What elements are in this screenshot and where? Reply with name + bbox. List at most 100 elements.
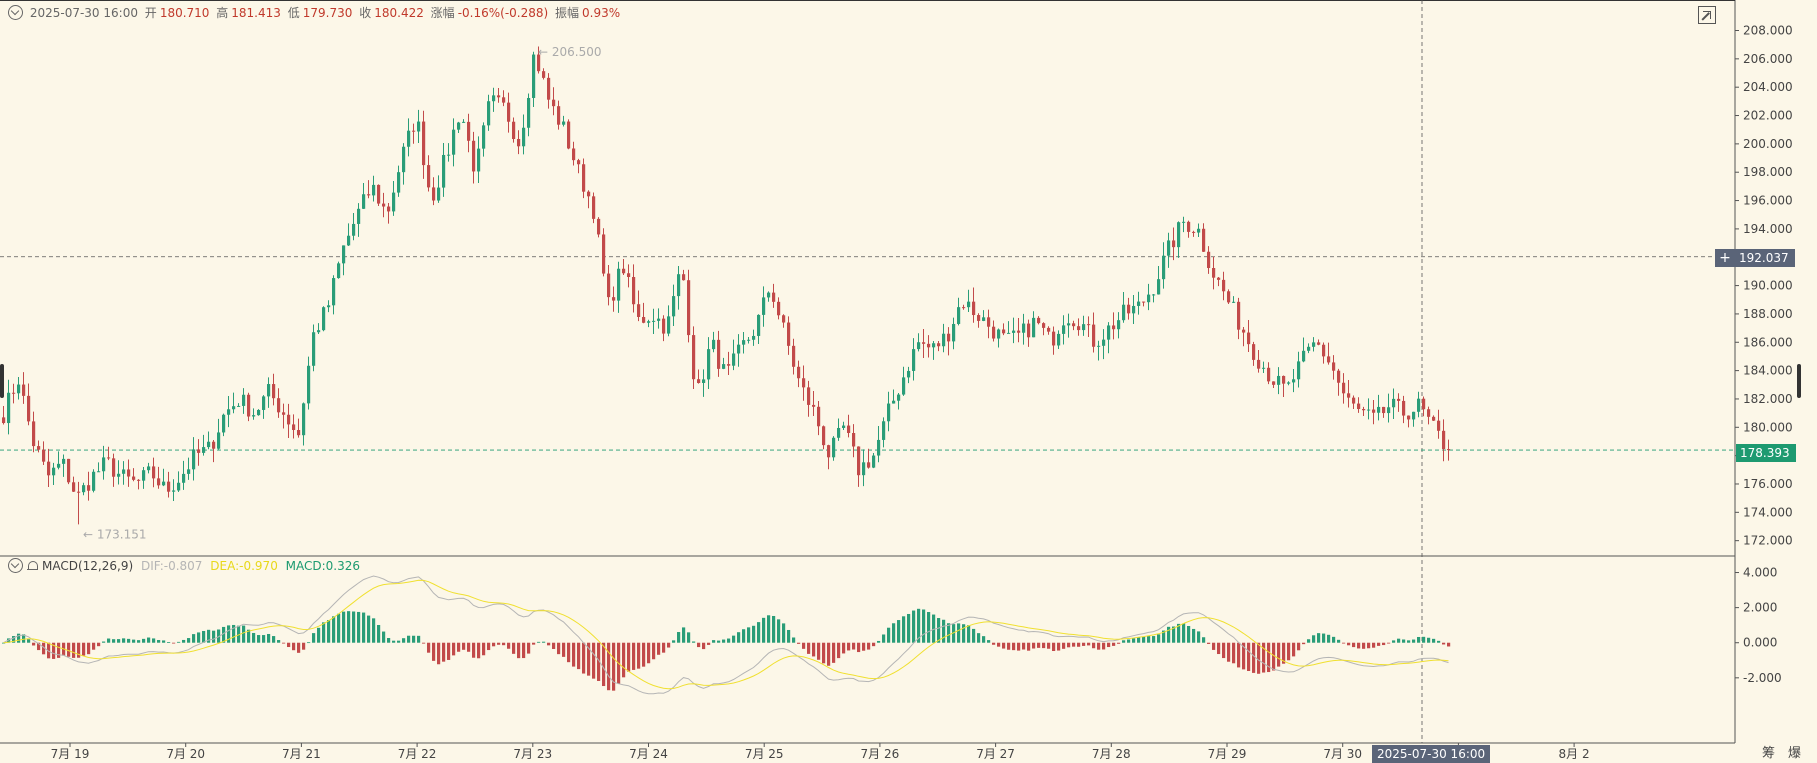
- candle-body: [1437, 420, 1441, 431]
- macd-histogram-bar: [192, 634, 196, 643]
- candle-body: [362, 194, 366, 209]
- candle-body: [942, 333, 946, 347]
- macd-panel: 4.000 2.000 0.000 -2.000: [2, 566, 1782, 695]
- macd-histogram-bar: [542, 641, 546, 643]
- macd-histogram-bar: [307, 642, 311, 644]
- candle-body: [1057, 333, 1061, 346]
- macd-histogram-bar: [397, 640, 401, 643]
- time-tick-label: 7月 19: [51, 747, 90, 761]
- last-price-value: 178.393: [1740, 446, 1790, 460]
- candle-body: [502, 97, 506, 103]
- candle-body: [977, 315, 981, 321]
- candle-body: [477, 148, 481, 172]
- candle-body: [62, 458, 66, 464]
- macd-histogram-bar: [1137, 637, 1141, 643]
- candle-body: [1002, 329, 1006, 334]
- panel-frame: [0, 0, 1736, 744]
- plus-icon[interactable]: +: [1719, 250, 1731, 266]
- candle-body: [907, 370, 911, 378]
- candle-body: [957, 307, 961, 324]
- candle-body: [922, 342, 926, 344]
- macd-histogram-bar: [622, 642, 626, 678]
- macd-histogram-bar: [597, 642, 601, 681]
- candle-body: [1432, 416, 1436, 421]
- candle-body: [1382, 406, 1386, 414]
- macd-histogram-bar: [1162, 630, 1166, 643]
- chevron-down-icon[interactable]: [8, 558, 23, 573]
- candle-body: [1077, 326, 1081, 331]
- macd-histogram-bar: [1112, 642, 1116, 646]
- macd-histogram-bar: [697, 642, 701, 648]
- macd-histogram-bar: [152, 638, 156, 643]
- candle-body: [937, 343, 941, 347]
- candle-body: [222, 414, 226, 433]
- left-edge-handle[interactable]: [0, 364, 4, 398]
- ohlc-info-bar: 2025-07-30 16:00 开 180.710 高 181.413 低 179.…: [8, 4, 623, 22]
- macd-histogram-bar: [357, 611, 361, 643]
- candle-body: [1162, 255, 1166, 280]
- candle-body: [532, 54, 536, 98]
- candle-body: [827, 445, 831, 458]
- macd-histogram-bar: [232, 624, 236, 643]
- macd-histogram-bar: [872, 642, 876, 647]
- macd-histogram-bar: [1202, 637, 1206, 643]
- macd-histogram-bar: [722, 639, 726, 643]
- time-axis: 7月 19 7月 20 7月 21 7月 22 7月 23 7月 24 7月 25 7月 26…: [51, 743, 1590, 761]
- candle-body: [727, 364, 731, 366]
- candle-body: [1352, 397, 1356, 404]
- candle-body: [232, 406, 236, 410]
- macd-histogram-bar: [237, 625, 241, 643]
- price-tick-label: 190.000: [1743, 279, 1793, 293]
- candle-body: [302, 403, 306, 436]
- crosshair: [0, 0, 1735, 743]
- macd-histogram-bar: [137, 640, 141, 643]
- macd-histogram-bar: [1387, 642, 1391, 644]
- macd-histogram-bar: [412, 635, 416, 643]
- candle-body: [662, 318, 666, 334]
- candle-body: [747, 339, 751, 341]
- candle-body: [1102, 339, 1106, 346]
- macd-histogram-bar: [572, 642, 576, 667]
- macd-histogram-bar: [747, 627, 751, 643]
- macd-histogram-bar: [1377, 642, 1381, 646]
- macd-histogram-bar: [222, 626, 226, 643]
- candle-body: [752, 335, 756, 340]
- candle-body: [37, 446, 41, 450]
- macd-histogram-bar: [757, 622, 761, 643]
- alert-bell-icon[interactable]: [27, 561, 38, 572]
- candle-body: [482, 125, 486, 149]
- high-value: 181.413: [231, 6, 281, 20]
- candle-body: [252, 415, 256, 417]
- macd-dif-line: [3, 575, 1449, 695]
- macd-histogram-bar: [472, 642, 476, 658]
- chevron-down-icon[interactable]: [8, 5, 23, 20]
- macd-histogram-bar: [1297, 642, 1301, 651]
- right-edge-handle[interactable]: [1797, 364, 1801, 398]
- macd-histogram-bar: [962, 624, 966, 643]
- candle-body: [187, 469, 191, 474]
- candle-body: [1297, 361, 1301, 380]
- candle-body: [902, 377, 906, 395]
- candle-body: [717, 339, 721, 369]
- candle-body: [437, 187, 441, 201]
- macd-histogram-bar: [607, 642, 611, 691]
- macd-histogram-bar: [1237, 642, 1241, 668]
- macd-histogram-bar: [1367, 642, 1371, 649]
- macd-histogram-bar: [142, 638, 146, 643]
- macd-histogram-bar: [317, 627, 321, 643]
- macd-histogram-bar: [1342, 642, 1346, 644]
- macd-histogram-bar: [352, 611, 356, 643]
- candle-body: [192, 449, 196, 470]
- chip-distribution-button[interactable]: 筹: [1762, 746, 1776, 761]
- fullscreen-icon[interactable]: [1698, 6, 1716, 24]
- candle-body: [802, 378, 806, 388]
- macd-histogram-bar: [782, 623, 786, 643]
- candle-body: [1172, 240, 1176, 248]
- macd-histogram-bar: [302, 642, 306, 650]
- macd-histogram-bar: [282, 642, 286, 644]
- candle-body: [347, 235, 351, 246]
- candle-body: [882, 421, 886, 440]
- burst-button[interactable]: 爆: [1788, 746, 1802, 761]
- candle-body: [1307, 346, 1311, 351]
